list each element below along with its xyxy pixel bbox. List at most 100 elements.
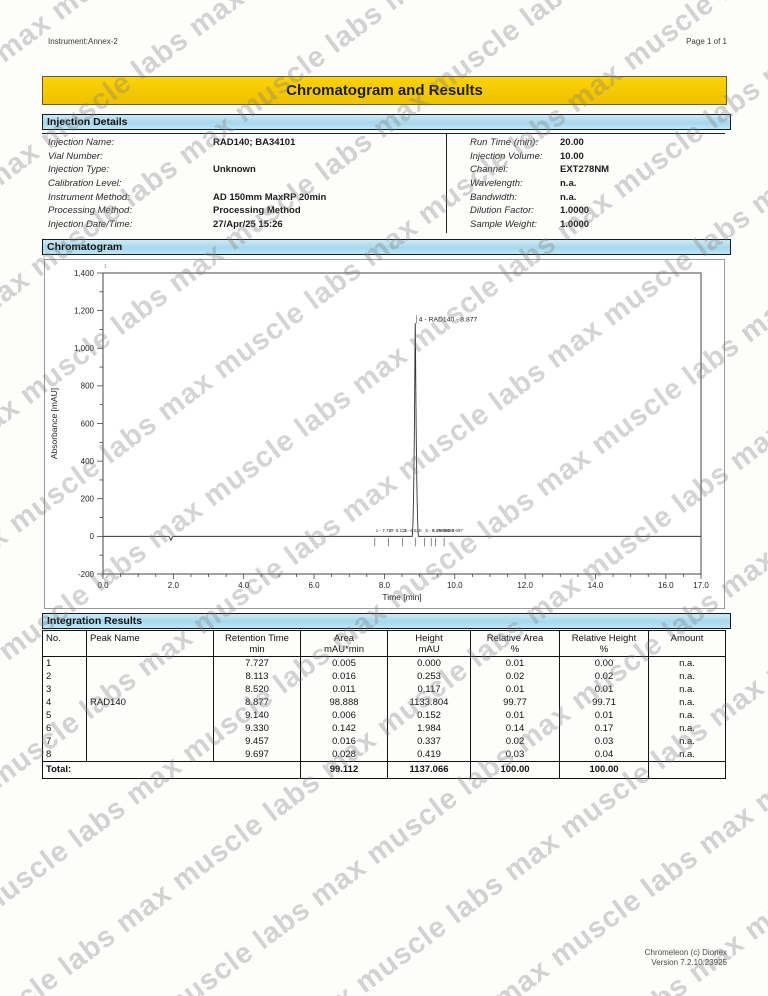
table-cell: 0.02 — [470, 670, 560, 683]
table-row: 6 9.330 0.142 1.984 0.14 0.17 n.a. — [42, 722, 726, 735]
table-row: 8 9.697 0.028 0.419 0.03 0.04 n.a. — [42, 748, 726, 762]
detail-row: Sample Weight: 1.0000 — [447, 218, 724, 232]
table-cell: 0.016 — [300, 735, 388, 748]
table-cell — [86, 735, 214, 748]
detail-value: EXT278NM — [560, 164, 610, 176]
table-cell: 4 — [42, 696, 87, 709]
table-cell: 98.888 — [300, 696, 388, 709]
table-header-cell: Area mAU*min — [300, 630, 388, 657]
detail-label: Injection Type: — [48, 164, 110, 176]
total-label: Total: — [42, 761, 301, 779]
total-cell: 100.00 — [470, 761, 560, 779]
table-cell: n.a. — [648, 683, 726, 696]
table-row: 4 RAD140 8.877 98.888 1133.804 99.77 99.71 n.a. — [42, 696, 726, 709]
y-tick-label: 200 — [81, 495, 95, 504]
table-cell — [86, 670, 214, 683]
detail-label: Injection Volume: — [470, 150, 543, 162]
table-cell: 1 — [42, 656, 87, 670]
table-cell: n.a. — [648, 656, 726, 670]
table-header-cell: Peak Name — [86, 630, 214, 657]
detail-value: 1.0000 — [560, 219, 590, 231]
table-header-cell: Relative Area% — [470, 630, 560, 657]
minor-peak-label: 1 - 7.727 — [376, 528, 394, 533]
signal-trace — [103, 323, 701, 542]
integration-results-table: No. Peak Name Retention Time min Area mAU*m… — [42, 630, 726, 779]
x-tick-label: 16.0 — [658, 581, 674, 590]
detail-row: Wavelength: n.a. — [447, 177, 724, 191]
injection-details-right-column: Run Time (min): 20.00 Injection Volume: 10.… — [446, 134, 724, 233]
table-cell: 0.04 — [559, 748, 649, 762]
table-cell: 0.011 — [300, 683, 388, 696]
y-tick-label: 800 — [81, 382, 95, 391]
table-cell: 0.142 — [300, 722, 388, 735]
detail-value: 1.0000 — [560, 205, 590, 217]
table-cell: 0.01 — [470, 709, 560, 722]
table-cell: 8.113 — [213, 670, 301, 683]
table-header-row: No. Peak Name Retention Time min Area mAU*m… — [42, 630, 726, 657]
section-header-integration-results: Integration Results — [42, 613, 731, 629]
footer: Chromeleon (c) Dionex Version 7.2.10.239… — [645, 948, 727, 967]
y-tick-label: 600 — [81, 419, 95, 428]
table-cell: 1.984 — [387, 722, 471, 735]
table-cell: 0.01 — [559, 683, 649, 696]
table-cell: 8 — [42, 748, 87, 762]
detail-value: AD 150mm MaxRP 20min — [213, 191, 327, 203]
detail-row: Instrument Method: AD 150mm MaxRP 20min — [42, 191, 446, 205]
table-cell — [86, 748, 214, 762]
detail-row: Vial Number: — [42, 150, 446, 164]
table-cell: 0.028 — [300, 748, 388, 762]
y-tick-label: 0 — [90, 532, 95, 541]
detail-value: 27/Apr/25 15:26 — [213, 219, 283, 231]
detail-row: Channel: EXT278NM — [447, 163, 724, 177]
x-axis-label: Time [min] — [382, 592, 421, 602]
detail-label: Wavelength: — [470, 178, 523, 190]
detail-label: Instrument Method: — [48, 191, 130, 203]
total-cell: 99.112 — [300, 761, 388, 779]
instrument-label: Instrument:Annex-2 — [48, 37, 118, 46]
table-cell: 99.77 — [470, 696, 560, 709]
table-cell — [86, 683, 214, 696]
x-tick-label: 17.0 — [693, 581, 709, 590]
table-cell: n.a. — [648, 670, 726, 683]
page-title: Chromatogram and Results — [286, 82, 483, 99]
table-total-row: Total: 99.112 1137.066 100.00 100.00 — [42, 761, 726, 779]
detail-value: Processing Method — [213, 205, 301, 217]
table-cell: 0.17 — [559, 722, 649, 735]
y-tick-label: -200 — [78, 570, 95, 579]
detail-label: Dilution Factor: — [470, 205, 534, 217]
table-cell: 99.71 — [559, 696, 649, 709]
table-cell: 0.02 — [470, 735, 560, 748]
table-cell: 0.253 — [387, 670, 471, 683]
table-header-cell: Retention Time min — [213, 630, 301, 657]
detail-label: Injection Date/Time: — [48, 219, 133, 231]
chromatogram-box: -200 0 200 400 600 800 1,000 1,200 1,400 0.0 2.0 4.… — [44, 259, 725, 609]
table-cell: 0.03 — [559, 735, 649, 748]
detail-row: Injection Name: RAD140; BA34101 — [42, 136, 446, 150]
table-cell: 0.005 — [300, 656, 388, 670]
table-cell: 0.000 — [387, 656, 471, 670]
detail-label: Vial Number: — [48, 150, 103, 162]
detail-value: 10.00 — [560, 150, 584, 162]
total-cell: 100.00 — [559, 761, 649, 779]
x-tick-label: 6.0 — [308, 581, 320, 590]
table-cell — [86, 656, 214, 670]
minor-peak-label: 8 - 9.697 — [445, 528, 463, 533]
detail-label: Run Time (min): — [470, 137, 539, 148]
table-cell: 7.727 — [213, 656, 301, 670]
detail-row: Bandwidth: n.a. — [447, 191, 724, 205]
minor-peak-label: 6 - 9.330 — [432, 528, 450, 533]
table-row: 5 9.140 0.006 0.152 0.01 0.01 n.a. — [42, 709, 726, 722]
table-cell: 9.697 — [213, 748, 301, 762]
x-tick-label: 8.0 — [379, 581, 391, 590]
y-tick-label: 400 — [81, 457, 95, 466]
table-cell: n.a. — [648, 748, 726, 762]
detail-row: Calibration Level: — [42, 177, 446, 191]
detail-label: Sample Weight: — [470, 219, 537, 231]
total-cell — [648, 761, 726, 779]
detail-row: Run Time (min): 20.00 — [447, 136, 724, 150]
footer-version: Version 7.2.10.23925 — [651, 957, 727, 967]
x-tick-label: 10.0 — [447, 581, 463, 590]
detail-row: Injection Date/Time: 27/Apr/25 15:26 — [42, 218, 446, 232]
x-tick-label: 14.0 — [588, 581, 604, 590]
